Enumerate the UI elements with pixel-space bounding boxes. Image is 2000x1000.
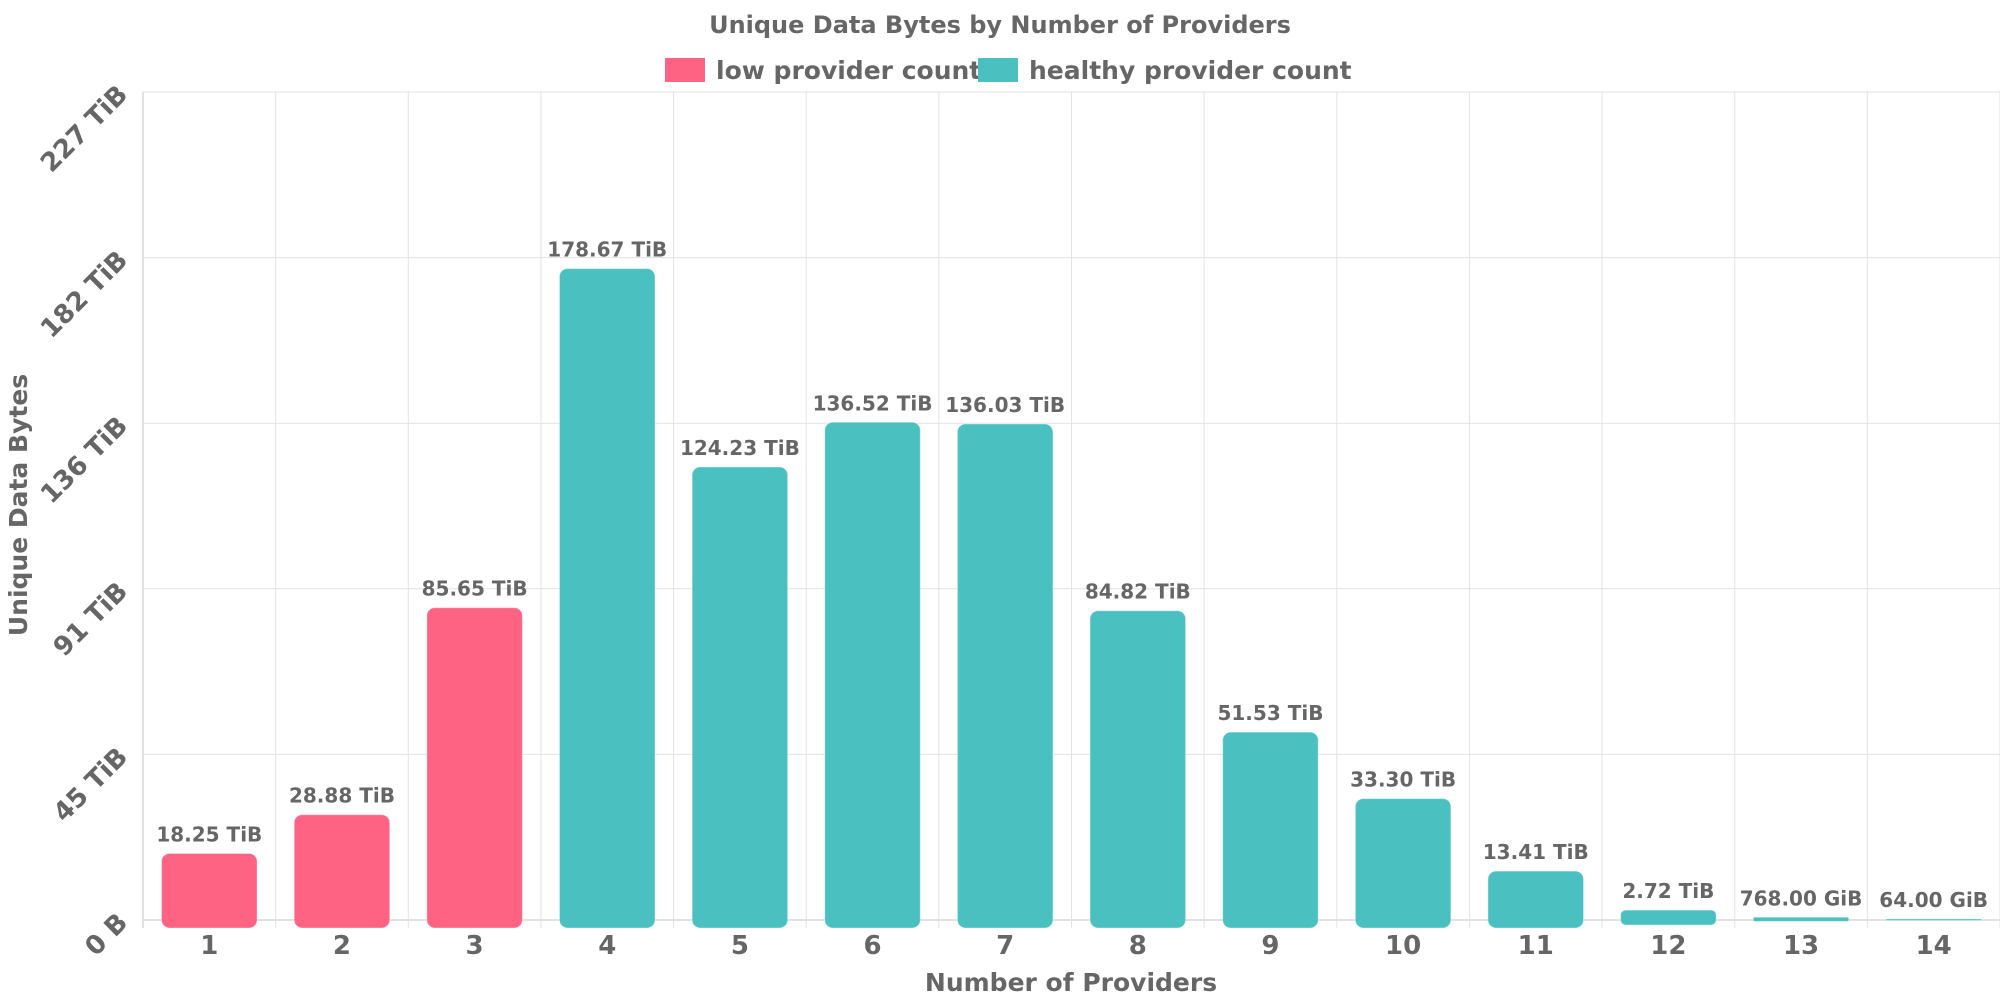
y-tick-label: 182 TiB — [35, 245, 134, 344]
bar-10[interactable] — [1354, 798, 1452, 929]
y-tick-label: 45 TiB — [48, 742, 134, 828]
bar-8[interactable] — [1089, 610, 1187, 929]
data-label-10: 33.30 TiB — [1350, 768, 1456, 792]
y-tick-label: 0 B — [80, 908, 134, 962]
y-tick-label: 136 TiB — [35, 411, 134, 510]
data-label-1: 18.25 TiB — [156, 822, 262, 846]
y-axis-ticks: 0 B 45 TiB 91 TiB 136 TiB 182 TiB 227 TiB — [35, 80, 134, 962]
x-axis-title: Number of Providers — [925, 968, 1217, 997]
bar-2[interactable] — [293, 814, 391, 929]
data-label-3: 85.65 TiB — [422, 577, 528, 601]
x-tick-label-1: 1 — [200, 931, 218, 961]
legend-swatch-healthy-provider-count — [978, 58, 1018, 82]
x-tick-label-7: 7 — [996, 931, 1014, 961]
data-label-14: 64.00 GiB — [1879, 888, 1988, 912]
x-tick-label-14: 14 — [1916, 931, 1952, 961]
chart-title: Unique Data Bytes by Number of Providers — [709, 11, 1291, 39]
legend-label-low-provider-count: low provider count — [716, 56, 981, 85]
x-tick-label-11: 11 — [1518, 931, 1554, 961]
x-tick-label-2: 2 — [333, 931, 351, 961]
y-axis-title: Unique Data Bytes — [4, 374, 33, 636]
data-label-11: 13.41 TiB — [1483, 840, 1589, 864]
y-tick-label: 91 TiB — [48, 577, 134, 663]
x-axis-ticks: 1 2 3 4 5 6 7 8 9 10 11 12 13 14 — [200, 931, 1951, 961]
x-tick-label-12: 12 — [1650, 931, 1686, 961]
legend-item-low-provider-count[interactable]: low provider count — [665, 56, 981, 85]
bar-12[interactable] — [1620, 909, 1717, 926]
bar-9[interactable] — [1222, 731, 1319, 929]
legend-swatch-low-provider-count — [665, 58, 705, 82]
bar-6[interactable] — [824, 421, 921, 929]
x-tick-label-10: 10 — [1385, 931, 1421, 961]
bar-13[interactable] — [1752, 916, 1850, 922]
data-label-12: 2.72 TiB — [1622, 879, 1714, 903]
x-tick-label-5: 5 — [731, 931, 749, 961]
data-label-13: 768.00 GiB — [1740, 886, 1863, 910]
data-label-5: 124.23 TiB — [680, 436, 800, 460]
data-label-8: 84.82 TiB — [1085, 580, 1191, 604]
bar-4[interactable] — [558, 268, 656, 929]
bar-11[interactable] — [1487, 870, 1585, 929]
legend: low provider count healthy provider coun… — [665, 56, 1352, 85]
data-label-4: 178.67 TiB — [547, 238, 667, 262]
x-tick-label-13: 13 — [1783, 931, 1819, 961]
x-tick-label-6: 6 — [863, 931, 881, 961]
bar-3[interactable] — [426, 607, 523, 929]
data-label-7: 136.03 TiB — [945, 393, 1065, 417]
x-tick-label-9: 9 — [1261, 931, 1279, 961]
x-tick-label-4: 4 — [598, 931, 616, 961]
x-gridlines — [142, 92, 2000, 928]
data-label-9: 51.53 TiB — [1217, 701, 1323, 725]
bar-1[interactable] — [161, 852, 258, 929]
bar-7[interactable] — [956, 423, 1054, 929]
data-labels: 18.25 TiB 28.88 TiB 85.65 TiB 178.67 TiB 124… — [156, 238, 1988, 912]
bar-14[interactable] — [1885, 918, 1982, 921]
legend-label-healthy-provider-count: healthy provider count — [1029, 56, 1352, 85]
x-tick-label-8: 8 — [1129, 931, 1147, 961]
y-tick-label: 227 TiB — [35, 80, 134, 179]
legend-item-healthy-provider-count[interactable]: healthy provider count — [978, 56, 1352, 85]
x-tick-label-3: 3 — [466, 931, 484, 961]
bar-5[interactable] — [691, 466, 789, 929]
data-label-6: 136.52 TiB — [813, 391, 933, 415]
data-label-2: 28.88 TiB — [289, 784, 395, 808]
bars — [161, 268, 1982, 929]
